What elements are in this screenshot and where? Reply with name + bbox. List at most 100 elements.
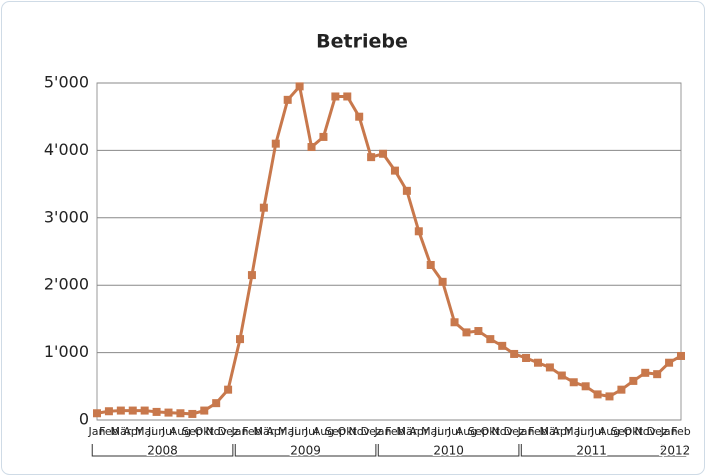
data-point bbox=[271, 139, 280, 148]
y-tick-label: 2'000 bbox=[44, 275, 89, 294]
year-label: 2011 bbox=[576, 444, 607, 458]
x-tick-label: Apr bbox=[123, 425, 143, 438]
data-point bbox=[569, 378, 578, 387]
data-point bbox=[355, 112, 364, 121]
data-point bbox=[212, 399, 221, 408]
x-tick-label: Jun bbox=[147, 425, 165, 438]
x-tick-label: Jan bbox=[374, 425, 392, 438]
data-point bbox=[116, 406, 125, 415]
year-bracket bbox=[520, 444, 663, 457]
x-tick-label: Apr bbox=[266, 425, 286, 438]
x-tick-label: Jan bbox=[231, 425, 249, 438]
data-point bbox=[498, 341, 507, 350]
x-tick-label: Dez bbox=[361, 425, 382, 438]
year-label: 2010 bbox=[433, 444, 464, 458]
x-tick-label: Nov bbox=[348, 425, 370, 438]
x-tick-label: Jul bbox=[590, 425, 604, 438]
x-tick-label: Okt bbox=[195, 425, 215, 438]
data-point bbox=[331, 92, 340, 101]
x-tick-label: Okt bbox=[338, 425, 358, 438]
data-point bbox=[426, 260, 435, 269]
x-tick-label: Aug bbox=[170, 425, 191, 438]
data-point bbox=[438, 277, 447, 286]
x-tick-label: Jul bbox=[161, 425, 175, 438]
data-point bbox=[617, 385, 626, 394]
x-tick-label: Aug bbox=[456, 425, 477, 438]
y-tick-label: 4'000 bbox=[44, 140, 89, 159]
data-point bbox=[200, 406, 209, 415]
data-point bbox=[510, 349, 519, 358]
data-point bbox=[176, 409, 185, 418]
x-tick-label: Mär bbox=[253, 425, 274, 438]
x-tick-label: Nov bbox=[635, 425, 657, 438]
x-tick-label: Dez bbox=[218, 425, 239, 438]
data-point bbox=[450, 318, 459, 327]
x-tick-label: Jun bbox=[290, 425, 308, 438]
x-tick-label: Sep bbox=[325, 425, 346, 438]
x-tick-label: Mär bbox=[396, 425, 417, 438]
data-point bbox=[140, 406, 149, 415]
x-tick-label: Mär bbox=[540, 425, 561, 438]
x-tick-label: Okt bbox=[624, 425, 644, 438]
data-point bbox=[581, 382, 590, 391]
year-bracket bbox=[91, 444, 234, 457]
data-point bbox=[605, 392, 614, 401]
x-tick-label: Apr bbox=[552, 425, 572, 438]
year-bracket bbox=[234, 444, 377, 457]
x-tick-label: Feb bbox=[99, 425, 118, 438]
data-point bbox=[104, 407, 113, 416]
data-point bbox=[224, 385, 233, 394]
x-tick-label: Nov bbox=[491, 425, 513, 438]
x-tick-label: Mai bbox=[421, 425, 440, 438]
data-point bbox=[236, 335, 245, 344]
x-tick-label: Jul bbox=[447, 425, 461, 438]
data-point bbox=[152, 407, 161, 416]
x-tick-label: Nov bbox=[205, 425, 227, 438]
data-point bbox=[379, 149, 388, 158]
x-tick-label: Jun bbox=[433, 425, 451, 438]
y-tick-label: 3'000 bbox=[44, 207, 89, 226]
data-point bbox=[522, 353, 531, 362]
data-point bbox=[677, 351, 685, 360]
x-tick-label: Mai bbox=[278, 425, 297, 438]
x-tick-label: Mär bbox=[110, 425, 131, 438]
data-point bbox=[128, 406, 137, 415]
x-tick-label: Jun bbox=[576, 425, 594, 438]
data-point bbox=[164, 408, 173, 417]
x-tick-label: Mai bbox=[564, 425, 583, 438]
data-point bbox=[93, 409, 101, 418]
x-tick-label: Dez bbox=[504, 425, 525, 438]
data-point bbox=[474, 327, 483, 336]
data-point bbox=[641, 368, 650, 377]
data-point bbox=[545, 363, 554, 372]
plot-area bbox=[96, 82, 682, 421]
x-tick-label: Sep bbox=[182, 425, 203, 438]
data-point bbox=[402, 186, 411, 195]
x-tick-label: Sep bbox=[611, 425, 632, 438]
data-point bbox=[486, 335, 495, 344]
x-tick-label: Feb bbox=[528, 425, 547, 438]
chart-title: Betriebe bbox=[316, 31, 408, 53]
data-point bbox=[593, 390, 602, 399]
x-tick-label: Sep bbox=[468, 425, 489, 438]
data-point bbox=[390, 166, 399, 175]
y-tick-label: 1'000 bbox=[44, 342, 89, 361]
data-point bbox=[307, 143, 316, 152]
data-point bbox=[188, 409, 197, 418]
y-tick-label: 5'000 bbox=[44, 73, 89, 92]
x-tick-label: Aug bbox=[313, 425, 334, 438]
year-label: 2012 bbox=[660, 444, 691, 458]
data-point bbox=[557, 371, 566, 380]
data-point bbox=[629, 376, 638, 385]
x-tick-label: Jul bbox=[304, 425, 318, 438]
x-tick-label: Apr bbox=[409, 425, 429, 438]
x-tick-label: Dez bbox=[647, 425, 668, 438]
data-point bbox=[462, 328, 471, 337]
data-point bbox=[367, 153, 376, 162]
x-tick-label: Jan bbox=[517, 425, 535, 438]
x-tick-label: Aug bbox=[599, 425, 620, 438]
data-point bbox=[653, 370, 662, 379]
data-point bbox=[414, 227, 423, 236]
